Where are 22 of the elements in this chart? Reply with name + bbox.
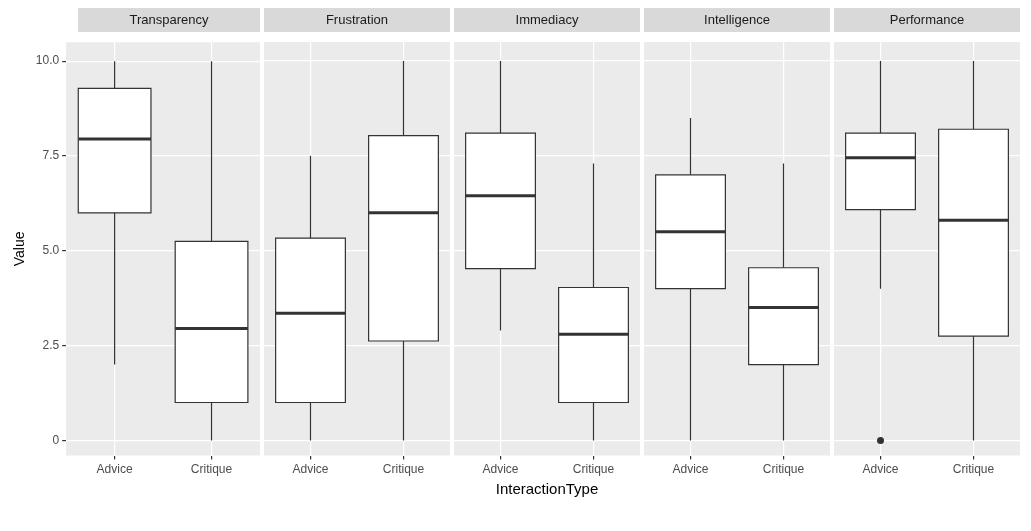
x-tick-label: Advice [482, 462, 519, 477]
x-tick-label: Critique [572, 462, 615, 477]
x-tick-label: Advice [292, 462, 329, 477]
x-axis-title: InteractionType [494, 480, 600, 499]
x-tick-label: Advice [862, 462, 899, 477]
y-tick-label: 5.0 [42, 243, 60, 258]
y-tick-label: 2.5 [42, 337, 60, 352]
x-tick-label: Advice [672, 462, 709, 477]
y-axis-title: Value [11, 231, 28, 267]
chart-title: Immediacy [454, 8, 640, 32]
chart-title: Intelligence [644, 8, 830, 32]
chart-title: Frustration [264, 8, 450, 32]
y-tick-label: 0 [52, 432, 60, 447]
chart-title: Transparency [78, 8, 260, 32]
x-tick-label: Critique [762, 462, 805, 477]
y-tick-label: 7.5 [42, 148, 60, 163]
x-tick-label: Critique [190, 462, 233, 477]
x-tick-label: Critique [952, 462, 995, 477]
x-tick-label: Advice [96, 462, 133, 477]
chart-title: Performance [834, 8, 1020, 32]
x-tick-label: Critique [382, 462, 425, 477]
y-tick-label: 10.0 [35, 53, 60, 68]
